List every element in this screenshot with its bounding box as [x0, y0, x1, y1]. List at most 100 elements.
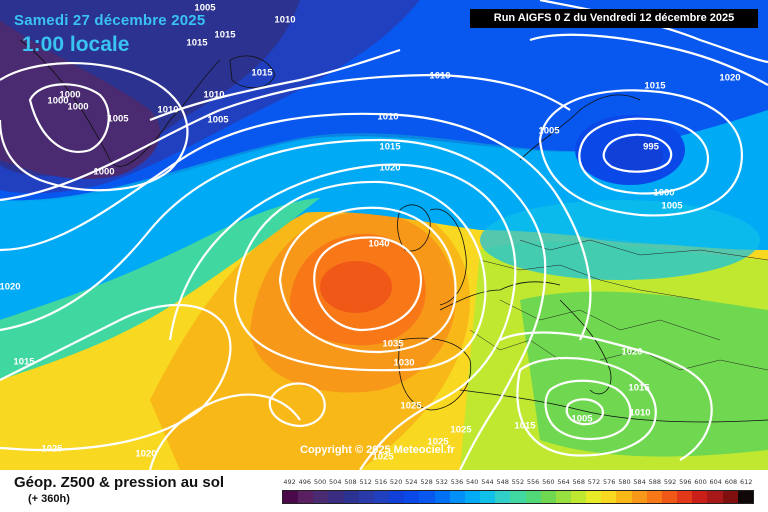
isobar-label: 1015 — [379, 142, 401, 153]
scale-value-label: 612 — [739, 478, 753, 486]
legend-title: Géop. Z500 & pression au sol — [14, 474, 225, 491]
z500-band-green — [520, 291, 768, 457]
scale-swatch — [707, 491, 723, 503]
isobar-label: 1015 — [186, 38, 208, 49]
scale-swatch — [601, 491, 617, 503]
scale-swatch — [373, 491, 390, 503]
isobar-label: 1000 — [47, 96, 68, 107]
isobar-label: 1010 — [274, 15, 295, 26]
isobar-label: 1010 — [377, 112, 398, 123]
scale-swatch — [570, 491, 587, 503]
isobar-label: 1005 — [538, 126, 560, 137]
scale-value-label: 504 — [329, 478, 342, 486]
isobar-1005-south — [565, 398, 604, 426]
scale-swatch — [737, 491, 753, 503]
scale-value-label: 572 — [587, 478, 601, 486]
scale-swatch — [343, 491, 359, 503]
isobar-1000 — [578, 117, 710, 195]
isobar-label: 1020 — [379, 163, 400, 174]
isobar-label: 1015 — [251, 68, 273, 79]
isobar-1010 — [0, 73, 571, 202]
scale-value-label: 500 — [313, 478, 327, 486]
color-scale-bar — [282, 490, 754, 504]
scale-value-label: 560 — [542, 478, 555, 486]
scale-value-label: 544 — [481, 478, 494, 486]
scale-swatch — [586, 491, 602, 503]
isobar-label: 1015 — [13, 357, 35, 368]
scale-value-label: 556 — [526, 478, 540, 486]
isobar-label: 1005 — [571, 414, 593, 425]
z500-cyan-east — [480, 200, 760, 280]
scale-swatch — [328, 491, 344, 503]
isobar-label: 1025 — [427, 437, 449, 448]
scale-value-label: 592 — [663, 478, 677, 486]
scale-swatch — [555, 491, 571, 503]
isobar-label: 1020 — [0, 282, 21, 293]
isobar-label: 1015 — [644, 81, 666, 92]
isobar-1025 — [168, 163, 517, 470]
scale-swatch — [540, 491, 556, 503]
isobar-label: 1025 — [41, 444, 63, 455]
color-scale-labels: 492 496 500 504 508 512 516 520 524 528 532 536 540 5… — [282, 478, 754, 490]
scale-value-label: 512 — [359, 478, 372, 486]
isobar-label: 1000 — [93, 167, 114, 178]
isobar-1005-west — [0, 61, 189, 192]
isobar-1015-southwest — [0, 304, 232, 452]
isobar-label: 1010 — [157, 105, 178, 116]
isobar-label: 1020 — [135, 449, 156, 460]
scale-swatch — [677, 491, 693, 503]
scale-value-label: 584 — [633, 478, 646, 486]
isobar-label: 995 — [643, 142, 660, 153]
isobar-label: 1040 — [368, 239, 389, 250]
scale-value-label: 532 — [435, 478, 448, 486]
coastlines — [19, 39, 768, 423]
scale-value-label: 496 — [298, 478, 312, 486]
isobar-label: 1005 — [107, 114, 129, 125]
isobar-1020-east — [539, 0, 768, 64]
isobar-1040 — [313, 236, 423, 332]
scale-swatch — [646, 491, 662, 503]
scale-swatch — [510, 491, 526, 503]
isobar-label: 1000 — [59, 90, 80, 101]
isobar-995 — [602, 133, 673, 173]
isobars — [0, 0, 768, 470]
forecast-local-time: 1:00 locale — [22, 33, 130, 56]
scale-value-label: 540 — [466, 478, 479, 486]
isobar-1020-southwest — [148, 393, 301, 470]
isobar-label: 1020 — [719, 73, 740, 84]
scale-value-label: 508 — [344, 478, 357, 486]
scale-swatch — [419, 491, 435, 503]
isobar-label: 1015 — [514, 421, 536, 432]
scale-value-label: 588 — [648, 478, 662, 486]
z500-band-red — [320, 261, 392, 313]
scale-swatch — [434, 491, 450, 503]
isobar-label: 1005 — [207, 115, 229, 126]
isobar-1000-west — [28, 83, 110, 153]
model-run-label: Run AIGFS 0 Z du Vendredi 12 décembre 20… — [470, 9, 758, 28]
z500-band-teal — [0, 198, 320, 380]
isobar-1030 — [233, 180, 487, 372]
isobar-label: 1010 — [629, 408, 650, 419]
scale-value-label: 604 — [709, 478, 722, 486]
scale-value-label: 548 — [496, 478, 509, 486]
isobar-1020-south — [499, 331, 713, 461]
scale-value-label: 596 — [679, 478, 692, 486]
isobar-1025-southwest — [268, 382, 326, 428]
isobar-label: 1010 — [203, 90, 224, 101]
scale-swatch — [313, 491, 329, 503]
scale-swatch — [449, 491, 465, 503]
scale-swatch — [358, 491, 374, 503]
scale-value-label: 600 — [694, 478, 707, 486]
scale-swatch — [692, 491, 708, 503]
z500-band-cyan — [0, 110, 768, 320]
color-scale: 492 496 500 504 508 512 516 520 524 528 532 536 540 5… — [282, 478, 754, 504]
isobar-label: 1000 — [653, 188, 674, 199]
scale-swatch — [298, 491, 314, 503]
scale-value-label: 536 — [450, 478, 464, 486]
isobar-1005-north — [149, 48, 401, 122]
isobar-1015-south — [516, 357, 657, 457]
scale-swatch — [631, 491, 647, 503]
isobar-label: 1025 — [372, 452, 394, 463]
isobar-label: 1020 — [621, 347, 642, 358]
